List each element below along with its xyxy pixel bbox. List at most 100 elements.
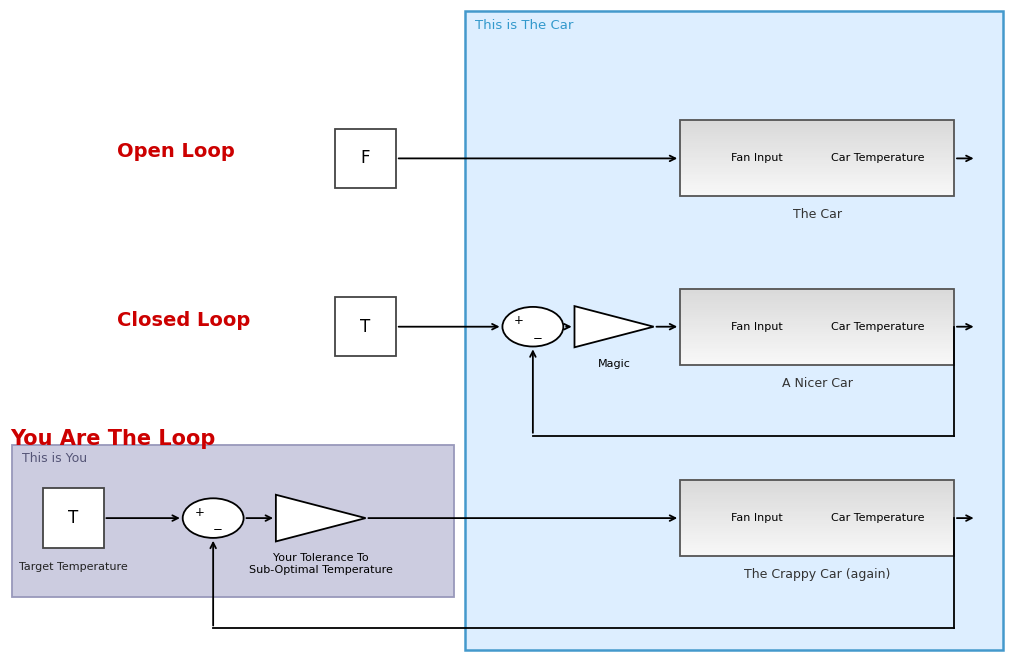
- Bar: [680, 162, 954, 164]
- Bar: [680, 512, 954, 514]
- Bar: [680, 173, 954, 176]
- Bar: [680, 504, 954, 507]
- Bar: [680, 305, 954, 308]
- Bar: [680, 294, 954, 296]
- Bar: [680, 502, 954, 505]
- Bar: [680, 188, 954, 191]
- Bar: [680, 531, 954, 533]
- Bar: [680, 324, 954, 327]
- Text: The Crappy Car (again): The Crappy Car (again): [744, 568, 890, 581]
- Bar: [680, 292, 954, 294]
- Bar: [680, 544, 954, 546]
- Bar: [680, 190, 954, 193]
- Bar: [680, 552, 954, 554]
- Bar: [680, 139, 954, 141]
- Bar: [680, 171, 954, 174]
- Bar: [680, 495, 954, 497]
- Circle shape: [502, 307, 563, 347]
- Text: Fan Input: Fan Input: [731, 153, 783, 164]
- Bar: [680, 125, 954, 128]
- Bar: [680, 350, 954, 353]
- Bar: [680, 525, 954, 527]
- Bar: [680, 135, 954, 137]
- Text: Closed Loop: Closed Loop: [117, 311, 250, 329]
- Bar: [680, 137, 954, 139]
- Bar: [680, 485, 954, 488]
- Bar: [680, 289, 954, 364]
- Bar: [680, 354, 954, 357]
- Bar: [680, 304, 954, 306]
- Bar: [680, 358, 954, 361]
- Bar: [680, 182, 954, 185]
- Bar: [680, 184, 954, 187]
- Bar: [680, 320, 954, 323]
- Bar: [680, 169, 954, 172]
- Bar: [680, 313, 954, 315]
- Bar: [680, 493, 954, 495]
- Bar: [43, 488, 104, 548]
- Bar: [680, 332, 954, 334]
- Bar: [680, 158, 954, 160]
- Bar: [680, 334, 954, 336]
- Bar: [680, 192, 954, 195]
- Bar: [680, 487, 954, 490]
- Bar: [680, 298, 954, 300]
- Text: −: −: [533, 332, 542, 345]
- Bar: [680, 148, 954, 150]
- Bar: [680, 177, 954, 180]
- Text: Fan Input: Fan Input: [731, 321, 783, 332]
- Bar: [680, 315, 954, 317]
- Text: Target Temperature: Target Temperature: [18, 562, 128, 572]
- Text: Your Tolerance To
Sub-Optimal Temperature: Your Tolerance To Sub-Optimal Temperatur…: [249, 553, 393, 575]
- Text: Magic: Magic: [598, 359, 630, 369]
- Bar: [680, 345, 954, 348]
- Bar: [680, 483, 954, 486]
- Bar: [680, 326, 954, 329]
- Bar: [680, 319, 954, 321]
- Bar: [680, 500, 954, 503]
- Bar: [680, 164, 954, 166]
- Bar: [680, 120, 954, 122]
- Text: This is You: This is You: [22, 452, 87, 465]
- Bar: [680, 133, 954, 136]
- Bar: [680, 179, 954, 181]
- Text: You Are The Loop: You Are The Loop: [10, 429, 215, 449]
- Bar: [680, 145, 954, 147]
- Bar: [680, 121, 954, 124]
- Bar: [680, 311, 954, 313]
- Bar: [680, 150, 954, 152]
- Bar: [680, 515, 954, 518]
- Bar: [680, 510, 954, 512]
- Bar: [680, 335, 954, 338]
- Bar: [680, 348, 954, 351]
- Bar: [680, 302, 954, 304]
- Bar: [680, 339, 954, 342]
- Bar: [680, 141, 954, 143]
- Bar: [335, 129, 396, 188]
- Bar: [680, 480, 954, 556]
- Bar: [680, 120, 954, 197]
- Bar: [680, 356, 954, 359]
- Bar: [680, 156, 954, 158]
- Bar: [680, 546, 954, 548]
- Bar: [680, 554, 954, 556]
- Bar: [680, 529, 954, 531]
- Bar: [680, 519, 954, 522]
- Bar: [680, 307, 954, 310]
- Bar: [680, 517, 954, 520]
- Text: T: T: [68, 509, 78, 527]
- Bar: [680, 175, 954, 178]
- Bar: [680, 131, 954, 134]
- Circle shape: [183, 498, 244, 538]
- Bar: [680, 288, 954, 290]
- Bar: [680, 533, 954, 535]
- Bar: [680, 498, 954, 501]
- Text: A Nicer Car: A Nicer Car: [782, 376, 853, 389]
- Bar: [680, 166, 954, 168]
- Polygon shape: [574, 306, 654, 347]
- Bar: [680, 489, 954, 492]
- Bar: [680, 352, 954, 355]
- Bar: [680, 309, 954, 312]
- Bar: [680, 527, 954, 529]
- Bar: [680, 194, 954, 197]
